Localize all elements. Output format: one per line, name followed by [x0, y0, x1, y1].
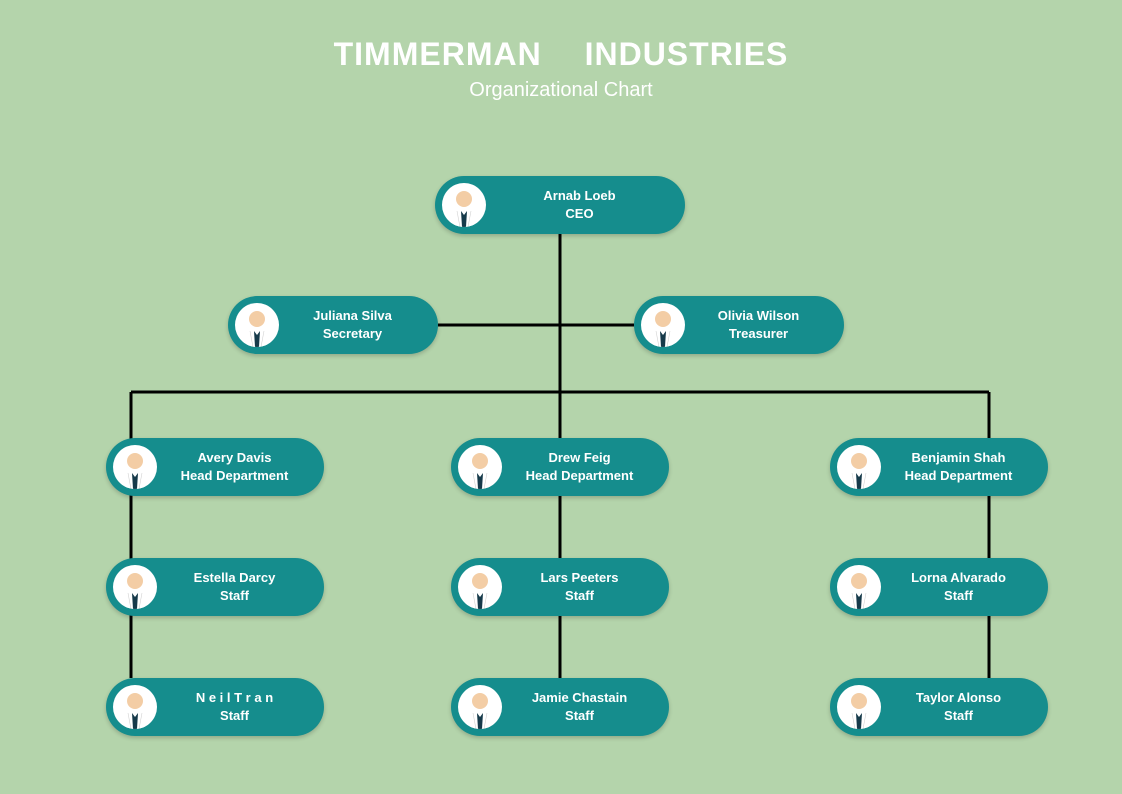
- org-node-label: Jamie Chastain Staff: [502, 690, 649, 725]
- avatar-icon: [641, 303, 685, 347]
- org-node-label: Arnab Loeb CEO: [486, 188, 665, 223]
- org-node-treasurer: Olivia Wilson Treasurer: [634, 296, 844, 354]
- org-node-label: Lars Peeters Staff: [502, 570, 649, 605]
- org-node-name: Arnab Loeb: [494, 188, 665, 204]
- org-node-name: Avery Davis: [165, 450, 304, 466]
- org-node-role: CEO: [494, 206, 665, 222]
- org-node-role: Staff: [889, 588, 1028, 604]
- org-node-staff-b2: Jamie Chastain Staff: [451, 678, 669, 736]
- org-node-name: Estella Darcy: [165, 570, 304, 586]
- avatar-icon: [458, 445, 502, 489]
- chart-header: TIMMERMAN INDUSTRIES Organizational Char…: [0, 0, 1122, 102]
- org-node-name: Olivia Wilson: [693, 308, 824, 324]
- org-node-staff-a1: Estella Darcy Staff: [106, 558, 324, 616]
- org-node-label: Olivia Wilson Treasurer: [685, 308, 824, 343]
- org-node-dept-c: Benjamin Shah Head Department: [830, 438, 1048, 496]
- avatar-icon: [113, 565, 157, 609]
- org-node-name: Lars Peeters: [510, 570, 649, 586]
- avatar-icon: [837, 685, 881, 729]
- org-node-label: Benjamin Shah Head Department: [881, 450, 1028, 485]
- org-node-staff-b1: Lars Peeters Staff: [451, 558, 669, 616]
- org-node-role: Head Department: [889, 468, 1028, 484]
- avatar-icon: [113, 685, 157, 729]
- org-node-name: Drew Feig: [510, 450, 649, 466]
- org-node-name: Benjamin Shah: [889, 450, 1028, 466]
- org-node-label: Estella Darcy Staff: [157, 570, 304, 605]
- org-node-label: Drew Feig Head Department: [502, 450, 649, 485]
- avatar-icon: [837, 565, 881, 609]
- avatar-icon: [113, 445, 157, 489]
- org-node-role: Staff: [510, 708, 649, 724]
- avatar-icon: [442, 183, 486, 227]
- org-node-role: Treasurer: [693, 326, 824, 342]
- org-node-label: Avery Davis Head Department: [157, 450, 304, 485]
- org-node-name: Jamie Chastain: [510, 690, 649, 706]
- org-node-name: Taylor Alonso: [889, 690, 1028, 706]
- org-node-role: Staff: [889, 708, 1028, 724]
- org-node-staff-c1: Lorna Alvarado Staff: [830, 558, 1048, 616]
- org-node-role: Staff: [510, 588, 649, 604]
- org-node-name: Juliana Silva: [287, 308, 418, 324]
- org-node-name: Lorna Alvarado: [889, 570, 1028, 586]
- org-node-role: Secretary: [287, 326, 418, 342]
- org-node-name: N e i l T r a n: [165, 690, 304, 706]
- avatar-icon: [458, 685, 502, 729]
- org-node-role: Head Department: [165, 468, 304, 484]
- chart-title: TIMMERMAN INDUSTRIES: [0, 36, 1122, 73]
- org-node-secretary: Juliana Silva Secretary: [228, 296, 438, 354]
- avatar-icon: [837, 445, 881, 489]
- avatar-icon: [458, 565, 502, 609]
- org-node-role: Staff: [165, 708, 304, 724]
- chart-subtitle: Organizational Chart: [0, 79, 1122, 102]
- org-node-staff-c2: Taylor Alonso Staff: [830, 678, 1048, 736]
- org-node-role: Head Department: [510, 468, 649, 484]
- org-node-label: Taylor Alonso Staff: [881, 690, 1028, 725]
- org-node-label: N e i l T r a n Staff: [157, 690, 304, 725]
- avatar-icon: [235, 303, 279, 347]
- org-node-staff-a2: N e i l T r a n Staff: [106, 678, 324, 736]
- org-node-role: Staff: [165, 588, 304, 604]
- org-node-dept-a: Avery Davis Head Department: [106, 438, 324, 496]
- org-node-label: Lorna Alvarado Staff: [881, 570, 1028, 605]
- org-node-dept-b: Drew Feig Head Department: [451, 438, 669, 496]
- org-node-label: Juliana Silva Secretary: [279, 308, 418, 343]
- org-chart-connectors: [0, 0, 1122, 794]
- org-node-ceo: Arnab Loeb CEO: [435, 176, 685, 234]
